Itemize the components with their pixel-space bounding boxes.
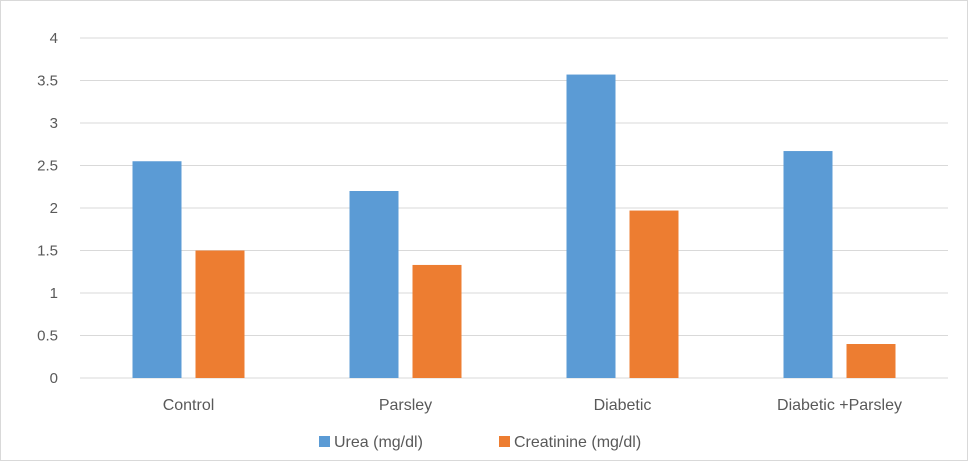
legend: Urea (mg/dl) Creatinine (mg/dl)	[319, 434, 641, 451]
legend-label: Urea (mg/dl)	[334, 434, 423, 451]
x-category-label: Diabetic	[594, 397, 652, 414]
y-tick-label: 3	[50, 115, 58, 132]
y-tick-label: 2.5	[37, 158, 58, 175]
bars	[132, 74, 896, 379]
y-tick-label: 0.5	[37, 328, 58, 345]
legend-swatch-urea	[319, 436, 330, 447]
y-tick-label: 4	[50, 30, 58, 47]
bar-urea	[349, 191, 399, 378]
legend-label: Creatinine (mg/dl)	[514, 434, 641, 451]
bar-creatinine	[629, 210, 679, 378]
y-tick-label: 2	[50, 200, 58, 217]
y-tick-label: 1	[50, 285, 58, 302]
legend-swatch-creatinine	[499, 436, 510, 447]
bar-urea	[566, 74, 616, 379]
bar-creatinine	[412, 264, 462, 378]
bar-creatinine	[846, 344, 896, 378]
x-axis-categories: Control Parsley Diabetic Diabetic +Parsley	[163, 397, 902, 414]
x-category-label: Parsley	[379, 397, 432, 414]
bar-urea	[783, 151, 833, 378]
x-category-label: Diabetic +Parsley	[777, 397, 902, 414]
y-axis-ticks: 0 0.5 1 1.5 2 2.5 3 3.5 4	[37, 30, 58, 387]
bar-urea	[132, 161, 182, 378]
y-tick-label: 0	[50, 370, 58, 387]
x-category-label: Control	[163, 397, 215, 414]
y-tick-label: 1.5	[37, 243, 58, 260]
bar-creatinine	[195, 250, 245, 378]
y-tick-label: 3.5	[37, 73, 58, 90]
